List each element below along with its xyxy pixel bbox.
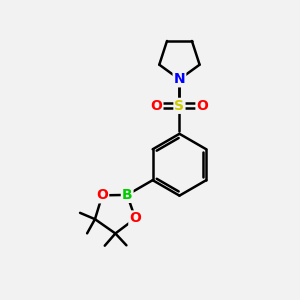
Text: B: B [122, 188, 133, 202]
Text: O: O [96, 188, 108, 202]
Text: N: N [174, 72, 185, 86]
Text: O: O [129, 212, 141, 226]
Text: O: O [196, 99, 208, 113]
Text: O: O [151, 99, 162, 113]
Text: S: S [174, 99, 184, 113]
